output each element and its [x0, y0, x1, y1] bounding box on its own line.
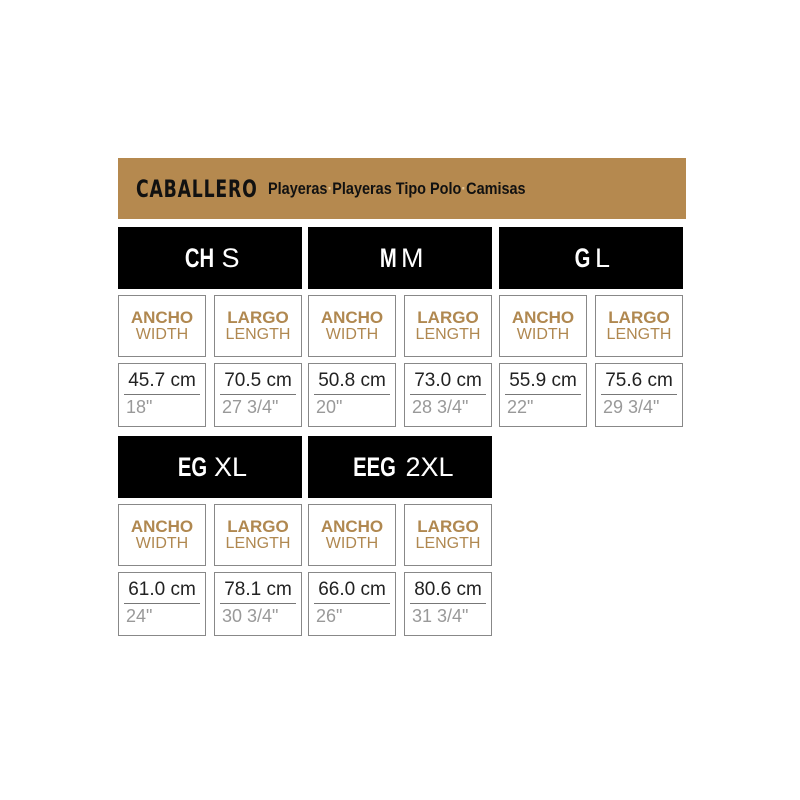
- label-en: LENGTH: [415, 535, 481, 552]
- label-es: LARGO: [227, 517, 289, 536]
- label-es: ANCHO: [130, 517, 194, 536]
- size-mx: G: [574, 242, 591, 273]
- separator: ·: [461, 178, 467, 198]
- size-mx: M: [379, 242, 397, 273]
- value-in: 22": [507, 397, 534, 417]
- length-value: 75.6 cm 29 3/4": [595, 363, 683, 427]
- width-label: ANCHO WIDTH: [499, 295, 587, 357]
- length-value: 78.1 cm 30 3/4": [214, 572, 302, 636]
- width-value: 55.9 cm 22": [499, 363, 587, 427]
- size-us: M: [401, 242, 424, 273]
- category-playeras: Playeras: [267, 178, 328, 198]
- width-value: 61.0 cm 24": [118, 572, 206, 636]
- label-en: LENGTH: [606, 326, 672, 343]
- label-es: ANCHO: [130, 308, 194, 327]
- size-mx: EG: [177, 451, 208, 482]
- label-es: ANCHO: [320, 308, 384, 327]
- value-cm: 50.8 cm: [314, 370, 390, 395]
- width-value: 45.7 cm 18": [118, 363, 206, 427]
- size-group: EEG 2XL ANCHO WIDTH LARGO LENGTH 66.0 cm 26"…: [308, 436, 492, 636]
- value-cm: 80.6 cm: [410, 579, 486, 604]
- title-main: CABALLERO: [136, 174, 258, 203]
- label-es: LARGO: [417, 517, 479, 536]
- width-label: ANCHO WIDTH: [118, 295, 206, 357]
- length-value: 80.6 cm 31 3/4": [404, 572, 492, 636]
- label-es: ANCHO: [320, 517, 384, 536]
- separator: ·: [327, 178, 333, 198]
- value-in: 20": [316, 397, 343, 417]
- width-value: 66.0 cm 26": [308, 572, 396, 636]
- value-in: 31 3/4": [412, 606, 469, 626]
- label-en: WIDTH: [516, 326, 570, 343]
- value-cm: 45.7 cm: [124, 370, 200, 395]
- size-header: EG XL: [118, 436, 302, 498]
- width-label: ANCHO WIDTH: [308, 295, 396, 357]
- size-us: 2XL: [405, 451, 454, 482]
- value-in: 18": [126, 397, 153, 417]
- value-cm: 55.9 cm: [505, 370, 581, 395]
- size-group: EG XL ANCHO WIDTH LARGO LENGTH 61.0 cm 24" 7…: [118, 436, 302, 636]
- value-in: 26": [316, 606, 343, 626]
- value-cm: 78.1 cm: [220, 579, 296, 604]
- length-value: 73.0 cm 28 3/4": [404, 363, 492, 427]
- value-in: 29 3/4": [603, 397, 660, 417]
- value-cm: 75.6 cm: [601, 370, 677, 395]
- length-value: 70.5 cm 27 3/4": [214, 363, 302, 427]
- value-in: 28 3/4": [412, 397, 469, 417]
- size-us: L: [594, 242, 611, 273]
- category-polo: Playeras Tipo Polo: [332, 178, 462, 198]
- title-subtitle: Playeras·Playeras Tipo Polo·Camisas: [268, 179, 526, 199]
- label-es: ANCHO: [511, 308, 575, 327]
- value-cm: 70.5 cm: [220, 370, 296, 395]
- width-label: ANCHO WIDTH: [308, 504, 396, 566]
- length-label: LARGO LENGTH: [214, 295, 302, 357]
- label-en: LENGTH: [415, 326, 481, 343]
- size-header: CH S: [118, 227, 302, 289]
- label-es: LARGO: [227, 308, 289, 327]
- width-label: ANCHO WIDTH: [118, 504, 206, 566]
- label-en: LENGTH: [225, 535, 291, 552]
- label-en: WIDTH: [325, 326, 379, 343]
- size-mx: CH: [185, 242, 215, 273]
- length-label: LARGO LENGTH: [404, 504, 492, 566]
- value-cm: 61.0 cm: [124, 579, 200, 604]
- label-es: LARGO: [608, 308, 670, 327]
- label-en: WIDTH: [325, 535, 379, 552]
- value-in: 30 3/4": [222, 606, 279, 626]
- value-cm: 73.0 cm: [410, 370, 486, 395]
- width-value: 50.8 cm 20": [308, 363, 396, 427]
- label-es: LARGO: [417, 308, 479, 327]
- size-us: S: [221, 242, 240, 273]
- label-en: WIDTH: [135, 535, 189, 552]
- length-label: LARGO LENGTH: [214, 504, 302, 566]
- size-header: EEG 2XL: [308, 436, 492, 498]
- title-bar: CABALLERO Playeras·Playeras Tipo Polo·Ca…: [118, 158, 686, 219]
- category-camisas: Camisas: [466, 178, 526, 198]
- value-cm: 66.0 cm: [314, 579, 390, 604]
- value-in: 27 3/4": [222, 397, 279, 417]
- size-group: CH S ANCHO WIDTH LARGO LENGTH 45.7 cm 18" 70…: [118, 227, 302, 427]
- size-us: XL: [213, 451, 248, 482]
- size-mx: EEG: [353, 451, 397, 482]
- length-label: LARGO LENGTH: [595, 295, 683, 357]
- length-label: LARGO LENGTH: [404, 295, 492, 357]
- value-in: 24": [126, 606, 153, 626]
- label-en: WIDTH: [135, 326, 189, 343]
- label-en: LENGTH: [225, 326, 291, 343]
